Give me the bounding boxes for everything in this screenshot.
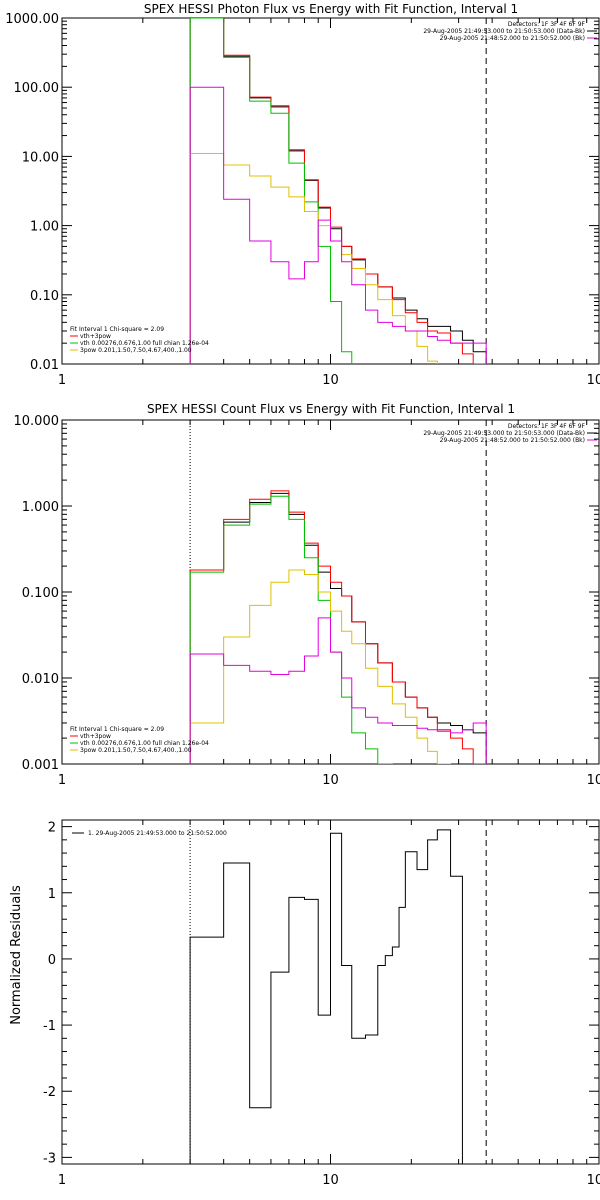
legend-text: 3pow 0.201,1.50,7.50,4.67,400.,1.00 [80, 347, 192, 354]
legend-text: 3pow 0.201,1.50,7.50,4.67,400.,1.00 [80, 747, 192, 754]
legend-text: 1. 29-Aug-2005 21:49:53.000 to 21:50:52.… [88, 830, 227, 837]
legend-text: Detectors: 1F 3F 4F 6F 9F [508, 21, 586, 28]
legend-text: Fit Interval 1 Chi-square = 2.09 [70, 726, 164, 733]
x-tick-label: 1 [58, 1173, 66, 1188]
series-line [189, 86, 487, 364]
series-line [189, 829, 463, 1164]
y-tick-label: -3 [43, 1151, 56, 1166]
y-tick-label: 10.000 [14, 414, 60, 429]
y-tick-label: 1.000 [22, 500, 59, 515]
series-line [189, 490, 487, 764]
y-tick-label: 0.010 [22, 672, 59, 687]
count-flux-panel: SPEX HESSI Count Flux vs Energy with Fit… [14, 402, 600, 788]
x-tick-label: 100 [587, 773, 600, 788]
legend-text: vth+3pow [80, 333, 111, 340]
chart-title: SPEX HESSI Count Flux vs Energy with Fit… [147, 402, 515, 416]
residuals-plot: 1 10 100 -3 -2 -1 0 1 2 1. 29-Aug-2005 21:49:53.0… [43, 819, 600, 1188]
series-group [189, 829, 463, 1164]
series-group [189, 490, 487, 764]
legend-text: 29-Aug-2005 21:48:52.000 to 21:50:52.000… [440, 35, 585, 42]
legend-text: 29-Aug-2005 21:49:53.000 to 21:50:53.000… [423, 430, 585, 437]
photon-flux-panel: SPEX HESSI Photon Flux vs Energy with Fi… [5, 2, 600, 388]
photon-flux-plot: 1 10 100 0.01 0.10 1.00 10.00 100.00 1000.00 Dete… [5, 12, 600, 388]
y-tick-label: 1.00 [30, 220, 59, 235]
y-axis-label: Normalized Residuals [9, 885, 24, 1025]
legend-text: 29-Aug-2005 21:48:52.000 to 21:50:52.000… [440, 437, 585, 444]
series-group [189, 18, 487, 364]
series-line [189, 18, 353, 364]
series-line [189, 18, 487, 364]
y-tick-label: 0.100 [22, 586, 59, 601]
legend-text: vth 0.00276,0.676,1.00 full chian 1.26e-… [80, 340, 209, 347]
series-line [189, 495, 393, 764]
residuals-panel: Normalized Residuals 1 10 100 -3 -2 -1 0 1 2 1. 2… [9, 819, 600, 1188]
y-tick-label: 0 [48, 953, 56, 968]
series-line [189, 569, 452, 764]
y-tick-label: 2 [48, 821, 56, 836]
x-tick-label: 100 [587, 1173, 600, 1188]
series-line [189, 153, 438, 364]
y-tick-label: 0.01 [30, 358, 59, 373]
x-tick-label: 100 [587, 373, 600, 388]
y-tick-label: 100.00 [14, 81, 60, 96]
legend-text: Detectors: 1F 3F 4F 6F 9F [508, 423, 586, 430]
legend-text: 29-Aug-2005 21:49:53.000 to 21:50:53.000… [423, 28, 585, 35]
x-tick-label: 10 [322, 773, 339, 788]
y-tick-label: 0.10 [30, 289, 59, 304]
legend-text: vth+3pow [80, 733, 111, 740]
count-flux-plot: 1 10 100 0.001 0.010 0.100 1.000 10.000 Detector… [14, 414, 600, 788]
x-tick-label: 10 [322, 1173, 339, 1188]
series-line [189, 492, 487, 764]
series-line [189, 617, 487, 764]
y-tick-label: 1000.00 [5, 12, 59, 27]
y-tick-label: 10.00 [22, 150, 59, 165]
y-tick-label: 1 [48, 887, 56, 902]
y-tick-label: -2 [43, 1085, 56, 1100]
legend-text: vth 0.00276,0.676,1.00 full chian 1.26e-… [80, 740, 209, 747]
legend-text: Fit Interval 1 Chi-square = 2.09 [70, 326, 164, 333]
chart-title: SPEX HESSI Photon Flux vs Energy with Fi… [144, 2, 518, 16]
x-tick-label: 10 [322, 373, 339, 388]
y-tick-label: 0.001 [22, 758, 59, 773]
x-tick-label: 1 [58, 373, 66, 388]
y-tick-label: -1 [43, 1019, 56, 1034]
series-line [189, 18, 487, 364]
x-tick-label: 1 [58, 773, 66, 788]
plot-frame [61, 17, 600, 365]
